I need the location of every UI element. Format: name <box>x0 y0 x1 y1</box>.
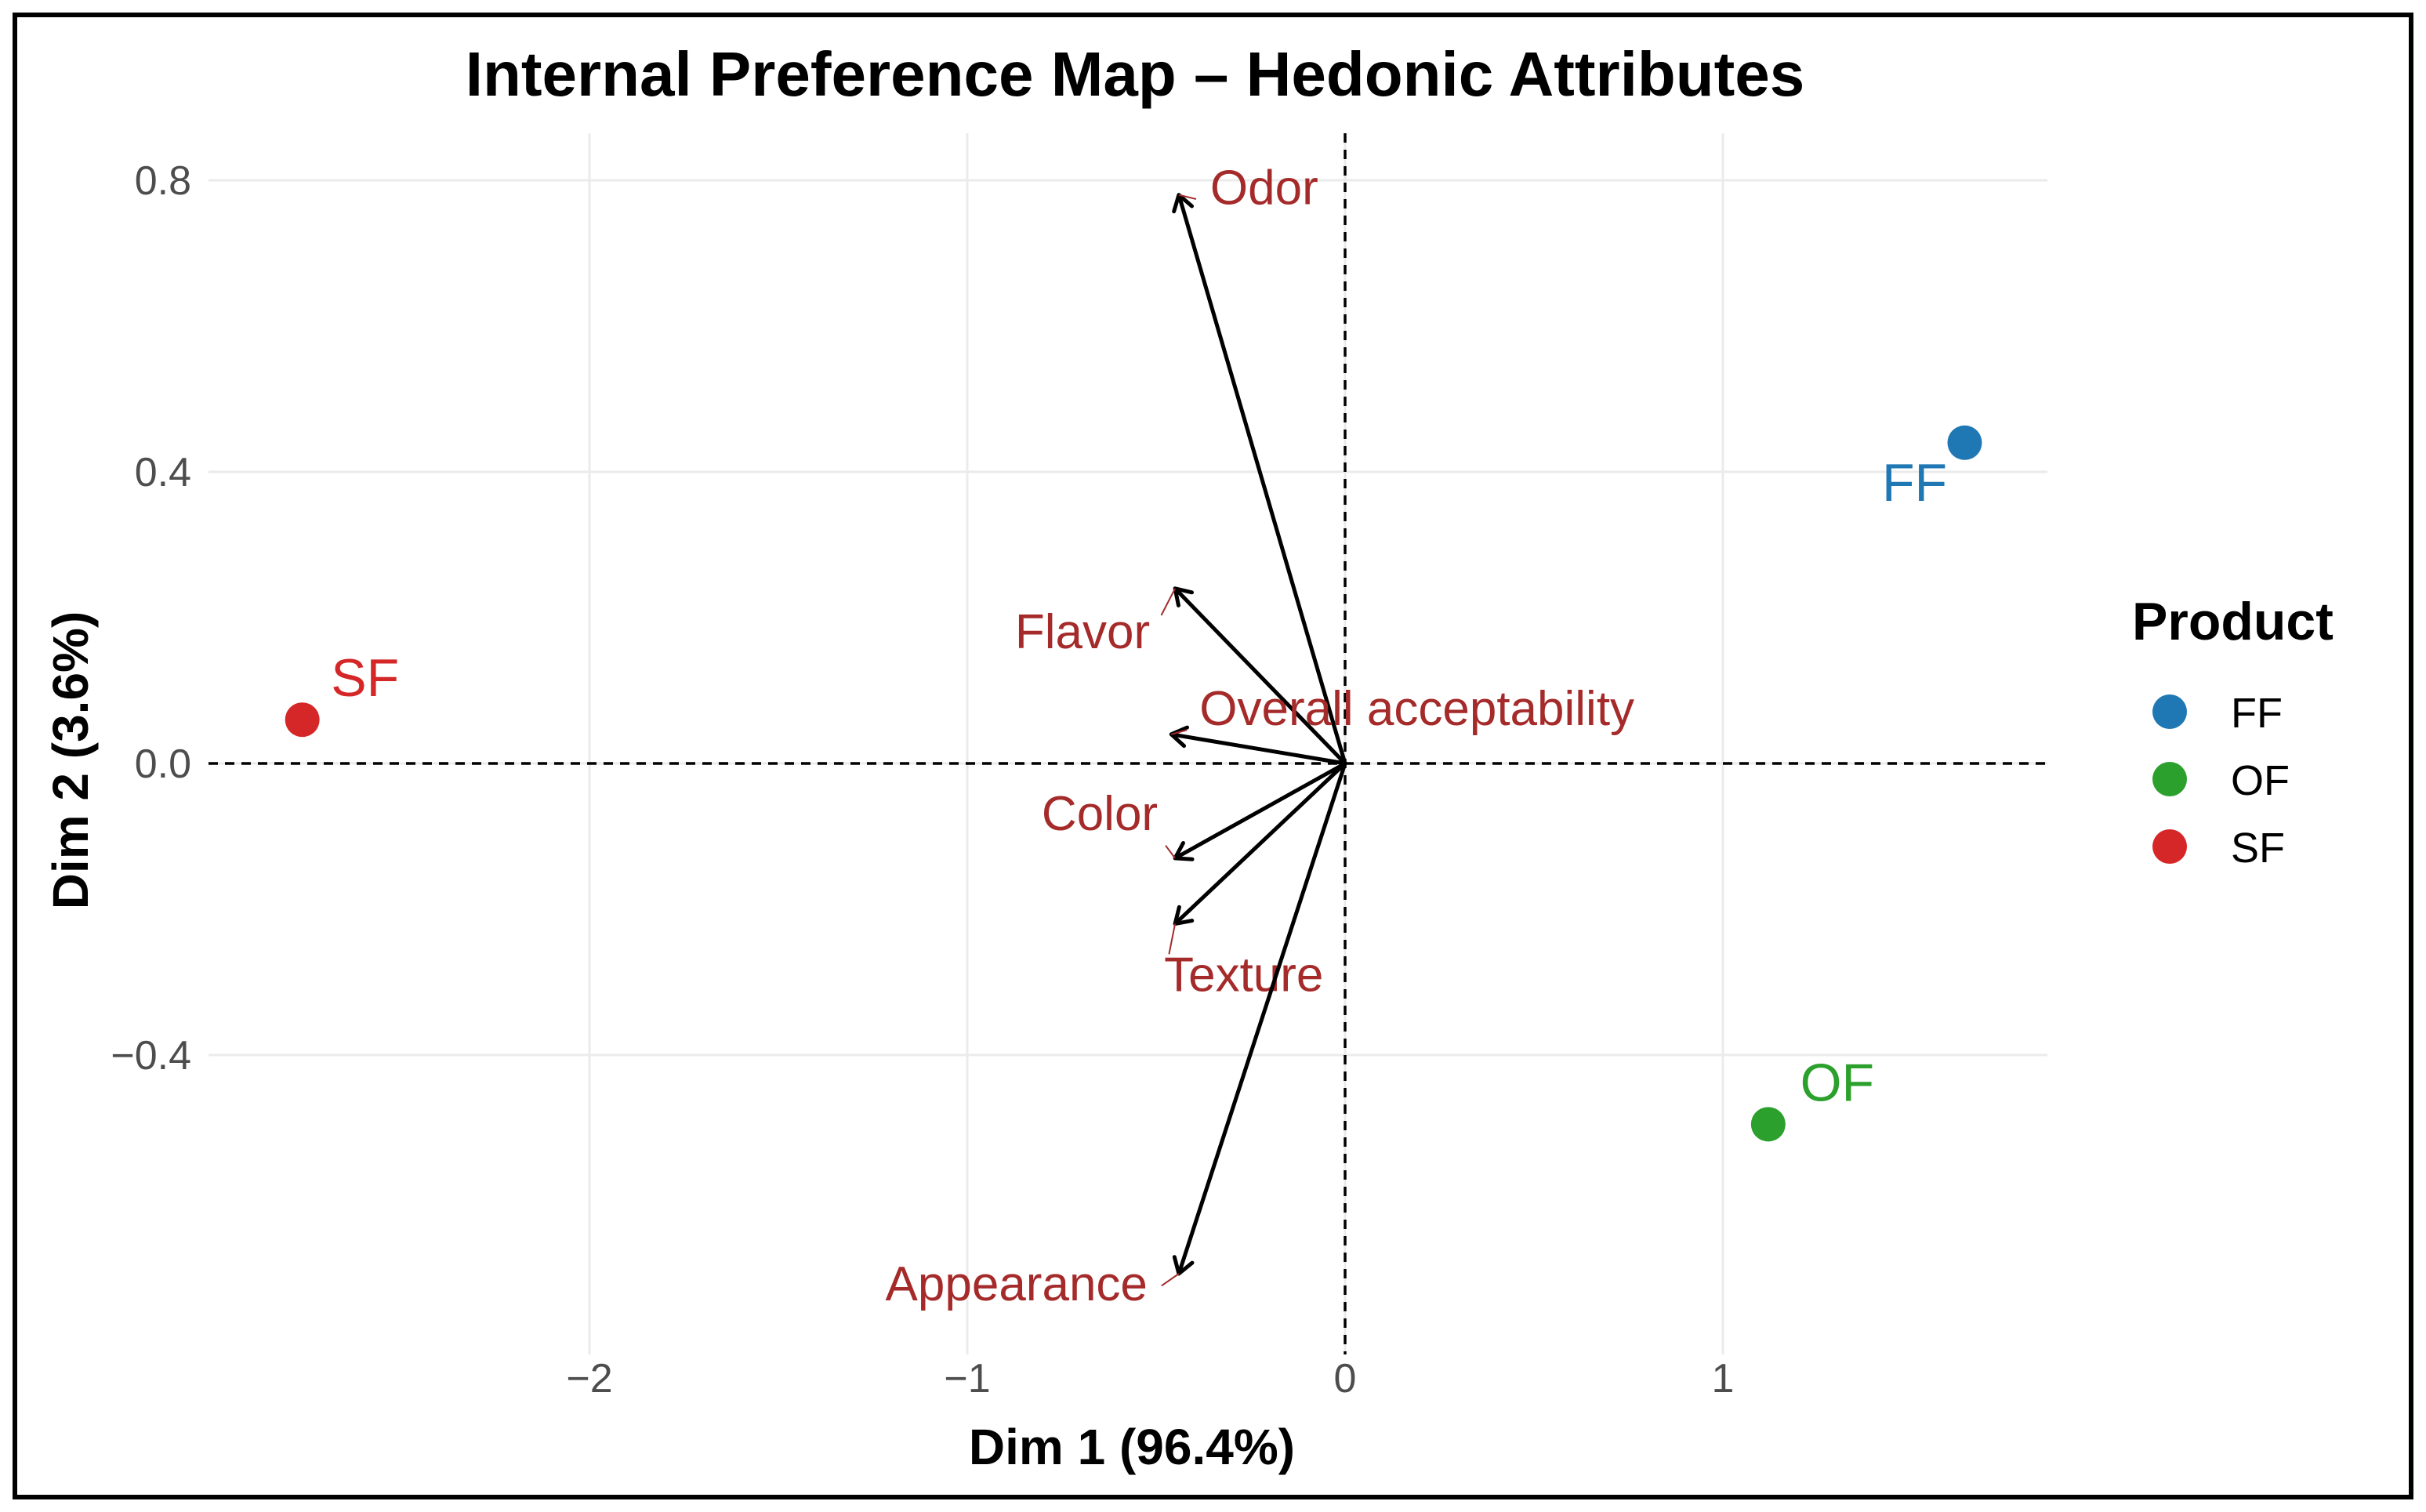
product-point-label: FF <box>1882 453 1947 513</box>
product-points: FF OF SF <box>285 425 1982 1142</box>
x-tick-label: −1 <box>944 1356 990 1401</box>
legend-title: Product <box>2132 592 2334 651</box>
y-axis-title: Dim 2 (3.6%) <box>42 611 99 910</box>
vector-leader <box>1171 729 1188 735</box>
vector-leader <box>1160 588 1176 616</box>
y-tick-label: 0.0 <box>135 741 191 787</box>
legend-label: SF <box>2231 825 2285 872</box>
chart-title: Internal Preference Map – Hedonic Attrib… <box>466 39 1805 109</box>
vector-label: Overall acceptability <box>1199 682 1634 736</box>
vector-label: Appearance <box>886 1257 1148 1311</box>
legend-label: OF <box>2231 757 2290 804</box>
y-tick-label: 0.8 <box>135 158 191 204</box>
vector-leader <box>1178 194 1197 200</box>
y-axis-ticks: −0.4 0.0 0.4 0.8 <box>111 158 191 1079</box>
reference-lines <box>209 133 2047 1354</box>
x-tick-label: 0 <box>1334 1356 1357 1401</box>
product-point-label: SF <box>331 648 399 708</box>
chart-frame <box>13 13 2413 1499</box>
vector-label: Odor <box>1210 161 1318 216</box>
product-point-label: OF <box>1800 1053 1874 1112</box>
product-point <box>1750 1107 1786 1142</box>
x-tick-label: −2 <box>566 1356 612 1401</box>
x-axis-ticks: −2 −1 0 1 <box>566 1356 1734 1401</box>
product-point <box>1947 425 1982 460</box>
vector-line <box>1177 194 1347 764</box>
legend-key <box>2152 829 2187 864</box>
vector-label: Flavor <box>1015 605 1150 659</box>
vector-leader <box>1168 923 1177 955</box>
legend-key <box>2152 762 2187 796</box>
vector-leader <box>1165 845 1176 859</box>
y-tick-label: 0.4 <box>135 450 191 495</box>
legend-key <box>2152 694 2187 729</box>
y-tick-label: −0.4 <box>111 1033 191 1079</box>
product-point <box>285 702 320 738</box>
legend-label: FF <box>2231 690 2283 737</box>
vector-label: Color <box>1042 787 1158 841</box>
vector-line <box>1173 761 1347 861</box>
vector-line <box>1173 587 1347 765</box>
attribute-vectors: Odor Flavor Overall acceptability Color Text… <box>886 161 1635 1311</box>
grid-layer <box>209 133 2047 1354</box>
x-axis-title: Dim 1 (96.4%) <box>969 1419 1295 1475</box>
vector-line <box>1170 732 1346 766</box>
x-tick-label: 1 <box>1712 1356 1735 1401</box>
vector-label: Texture <box>1164 948 1323 1003</box>
legend: Product FF OF SF <box>2132 592 2334 872</box>
vector-leader <box>1161 1273 1180 1287</box>
vector-line <box>1177 763 1347 1275</box>
vector-line <box>1173 762 1347 926</box>
